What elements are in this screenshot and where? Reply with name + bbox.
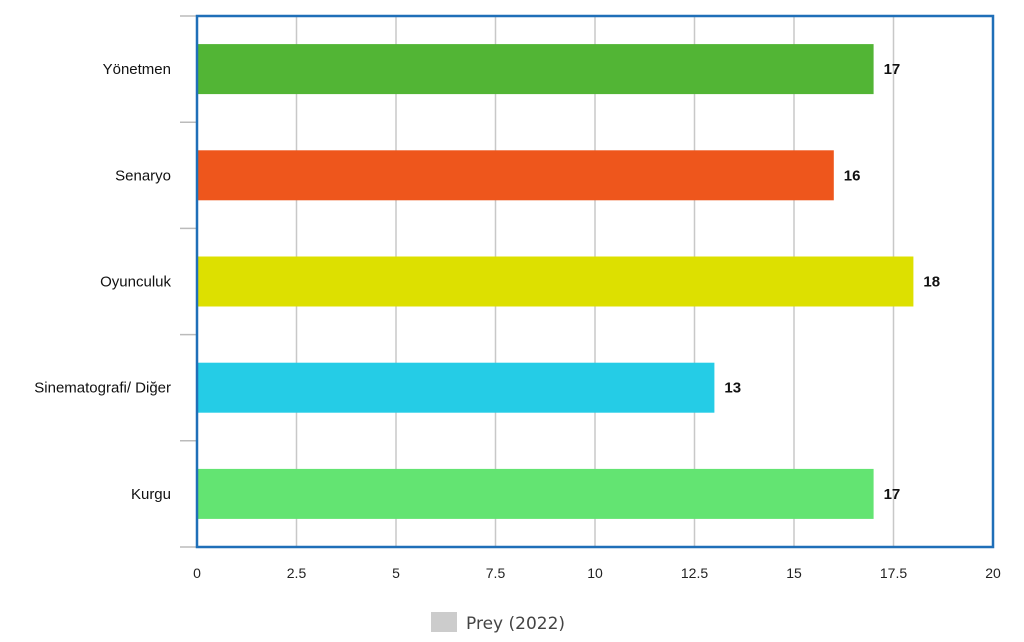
data-label-4: 17 xyxy=(884,486,901,503)
x-tick-label-4: 10 xyxy=(587,565,603,581)
data-labels: 17 16 18 13 17 xyxy=(724,61,940,503)
x-tick-label-0: 0 xyxy=(193,565,201,581)
category-label-2: Oyunculuk xyxy=(100,274,171,291)
x-tick-label-6: 15 xyxy=(786,565,802,581)
x-tick-label-2: 5 xyxy=(392,565,400,581)
bar-3[interactable] xyxy=(197,362,715,413)
bar-0[interactable] xyxy=(197,44,874,95)
data-label-0: 17 xyxy=(884,61,901,78)
bar-4[interactable] xyxy=(197,468,874,519)
x-axis-tick-labels: 0 2.5 5 7.5 10 12.5 15 17.5 20 xyxy=(193,565,1001,581)
legend[interactable]: Prey (2022) xyxy=(431,612,565,634)
legend-swatch-prey-2022 xyxy=(431,612,457,632)
category-label-4: Kurgu xyxy=(131,486,171,503)
bar-1[interactable] xyxy=(197,150,834,201)
data-label-1: 16 xyxy=(844,167,861,184)
x-tick-label-5: 12.5 xyxy=(681,565,708,581)
category-label-0: Yönetmen xyxy=(103,61,171,78)
category-label-1: Senaryo xyxy=(115,167,171,184)
plot-frame xyxy=(195,14,995,549)
bars xyxy=(197,44,914,519)
x-tick-label-1: 2.5 xyxy=(287,565,307,581)
data-label-3: 13 xyxy=(724,380,741,397)
x-tick-label-8: 20 xyxy=(985,565,1001,581)
x-tick-label-7: 17.5 xyxy=(880,565,907,581)
category-labels: Yönetmen Senaryo Oyunculuk Sinematografi/ D… xyxy=(34,61,171,503)
bar-2[interactable] xyxy=(197,256,914,307)
data-label-2: 18 xyxy=(923,274,940,291)
category-tick-marks xyxy=(180,15,197,548)
legend-label-prey-2022: Prey (2022) xyxy=(466,614,565,634)
category-label-3: Sinematografi/ Diğer xyxy=(34,380,171,397)
x-tick-label-3: 7.5 xyxy=(486,565,506,581)
